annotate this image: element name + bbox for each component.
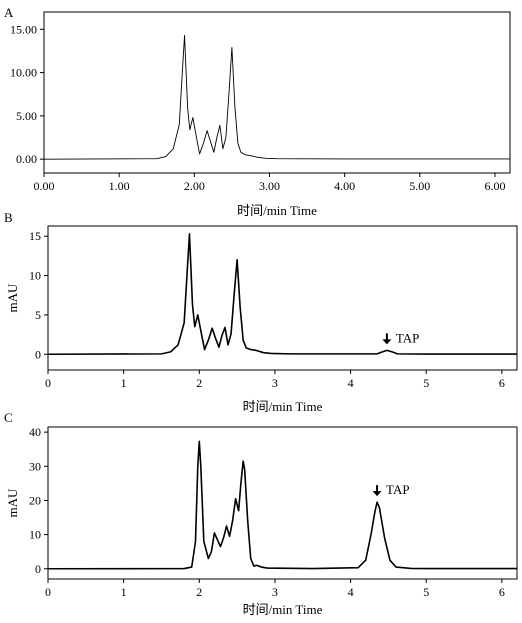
x-tick-label: 1 — [121, 376, 127, 390]
plot-frame — [47, 426, 518, 580]
x-tick-label: 2.00 — [184, 179, 205, 193]
x-tick-label: 2 — [196, 585, 202, 599]
y-axis-label: mAU — [5, 283, 20, 313]
x-tick-label: 6 — [499, 585, 505, 599]
y-tick-label: 5 — [35, 308, 41, 322]
annotation-label: TAP — [396, 330, 420, 345]
panel-c: C 0 1 2 3 4 5 6 0 10 20 30 40 时间/min Time mAU TAP — [4, 410, 518, 617]
x-tick-label: 4 — [348, 376, 354, 390]
y-tick-label: 40 — [29, 425, 41, 439]
y-tick-label: 10 — [29, 269, 41, 283]
y-tick-label: 0.00 — [16, 152, 37, 166]
x-tick-label: 3 — [272, 585, 278, 599]
x-tick-label: 1 — [121, 585, 127, 599]
panel-a: A 0.00 1.00 2.00 3.00 4.00 5.00 6.00 0.00 5.00 10.… — [4, 5, 511, 218]
plot-frame — [43, 11, 511, 174]
x-tick-label: 2 — [196, 376, 202, 390]
arrow-head — [382, 339, 392, 345]
x-tick-label: 0 — [45, 376, 51, 390]
x-tick-label: 0.00 — [34, 179, 55, 193]
x-tick-label: 5 — [423, 585, 429, 599]
y-tick-label: 10 — [29, 528, 41, 542]
x-tick-label: 5.00 — [409, 179, 430, 193]
x-tick-label: 4 — [348, 585, 354, 599]
panel-label: B — [4, 210, 13, 225]
arrow-head — [372, 491, 382, 497]
y-tick-label: 0 — [35, 562, 41, 576]
y-tick-label: 20 — [29, 493, 41, 507]
panel-label: A — [4, 5, 14, 20]
x-tick-label: 0 — [45, 585, 51, 599]
x-tick-label: 1.00 — [109, 179, 130, 193]
y-tick-label: 5.00 — [16, 109, 37, 123]
x-axis-label: 时间/min Time — [237, 203, 317, 218]
y-tick-label: 15 — [29, 229, 41, 243]
y-tick-label: 10.00 — [10, 66, 37, 80]
panel-label: C — [4, 410, 13, 425]
chromatogram-trace — [44, 34, 510, 160]
plot-frame — [47, 225, 518, 371]
x-tick-label: 4.00 — [334, 179, 355, 193]
x-tick-label: 5 — [423, 376, 429, 390]
x-tick-label: 3.00 — [259, 179, 280, 193]
y-tick-label: 15.00 — [10, 22, 37, 36]
chromatogram-trace — [48, 233, 517, 356]
x-axis-label: 时间/min Time — [243, 399, 323, 414]
annotation-arrow — [372, 485, 382, 497]
chromatogram-trace — [48, 440, 517, 570]
y-tick-label: 30 — [29, 459, 41, 473]
y-tick-label: 0 — [35, 347, 41, 361]
annotation-arrow — [382, 333, 392, 345]
panel-b: B 0 1 2 3 4 5 6 0 5 10 15 时间/min Time mAU TAP — [4, 210, 518, 414]
x-axis-label: 时间/min Time — [243, 602, 323, 617]
y-axis-label: mAU — [5, 488, 20, 518]
x-tick-label: 6 — [499, 376, 505, 390]
x-tick-label: 6.00 — [484, 179, 505, 193]
x-tick-label: 3 — [272, 376, 278, 390]
annotation-label: TAP — [386, 482, 410, 497]
